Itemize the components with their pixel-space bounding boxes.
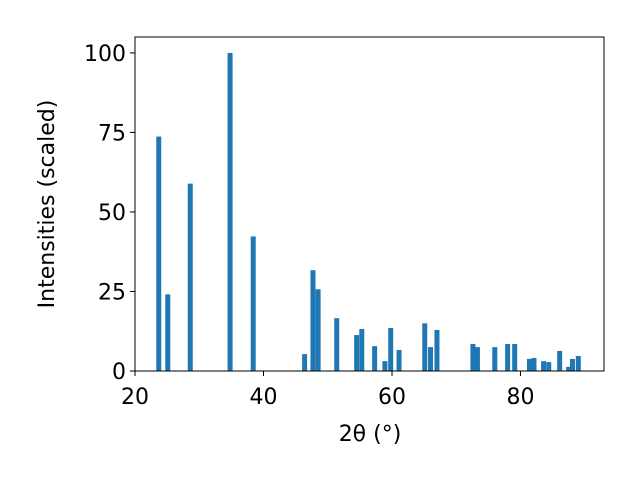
y-tick-label: 0 [112,360,126,385]
bar [302,354,308,371]
x-tick-label: 20 [121,385,149,410]
bar [372,346,378,371]
bar [334,318,340,371]
bar [354,335,360,371]
x-tick-label: 60 [378,385,406,410]
x-tick-label: 40 [249,385,277,410]
x-axis-label: 2θ (°) [339,422,402,447]
bar [422,323,428,371]
bar [541,361,547,371]
bar [575,356,581,371]
y-tick-label: 25 [98,280,126,305]
bar [531,357,537,371]
y-axis-label: Intensities (scaled) [35,100,60,309]
bar [359,329,365,371]
y-tick-label: 100 [84,42,126,67]
bar [187,183,193,371]
bar [227,52,233,372]
bar [310,270,316,371]
plot-frame [134,36,605,372]
bar [546,362,552,371]
bar [505,343,511,371]
x-tick-label: 80 [506,385,534,410]
bar [512,343,518,371]
bar [396,350,402,371]
bar [315,289,321,371]
bar [557,350,563,371]
bar [434,329,440,371]
bar [428,347,434,371]
bar [388,328,394,371]
bar [470,343,476,371]
bar [474,347,480,371]
bar [382,361,388,371]
bar [250,236,256,371]
bar [526,358,532,371]
bar [492,347,498,371]
bar [570,358,576,371]
bar [165,294,171,371]
bar [156,136,162,371]
y-tick-label: 50 [98,201,126,226]
y-tick-label: 75 [98,121,126,146]
bar [566,366,572,371]
